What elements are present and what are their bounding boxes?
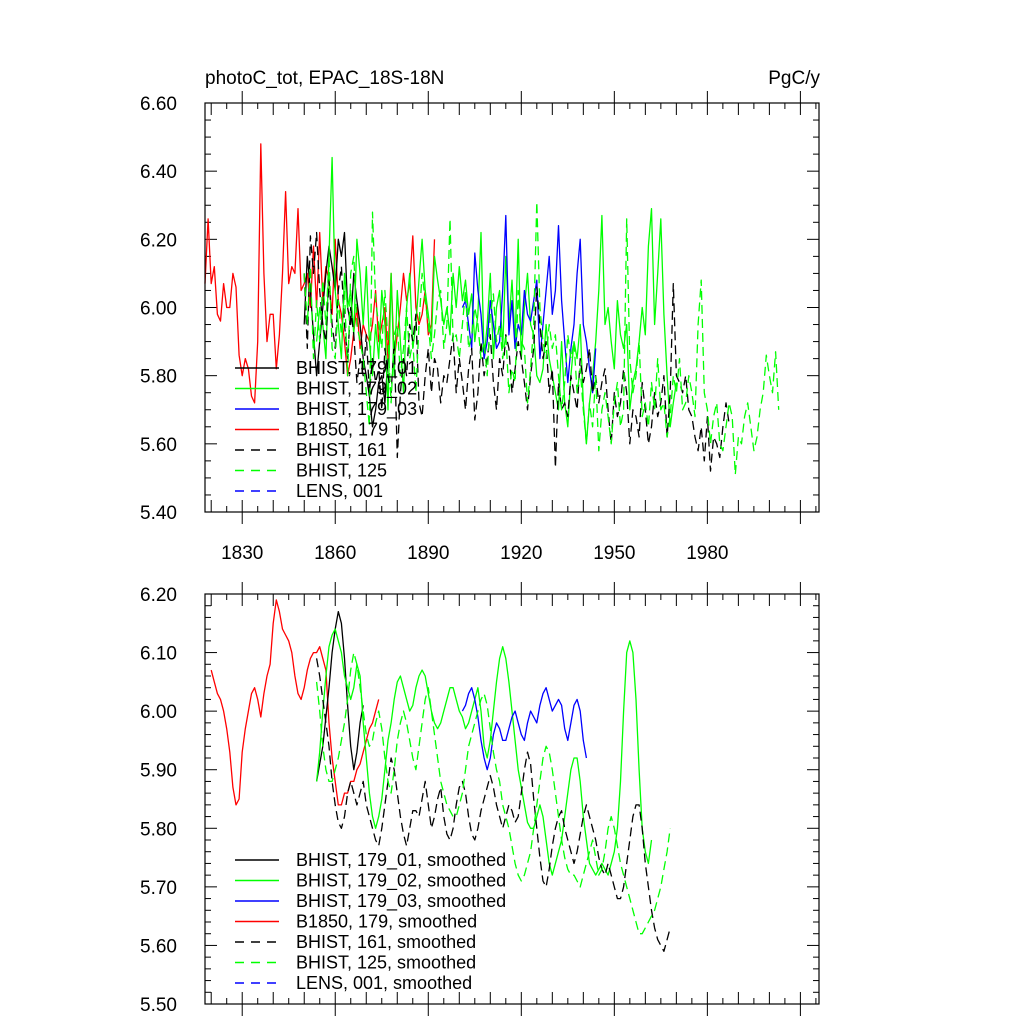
y-tick-label: 5.90 <box>140 761 177 782</box>
legend-label-bhist-179-02: BHIST, 179_02 <box>296 379 417 400</box>
legend-label-bhist-179-03: BHIST, 179_03 <box>296 399 417 420</box>
series-line-bhist-161-smoothed <box>315 658 671 952</box>
x-tick-label: 1860 <box>314 543 356 564</box>
bottom-panel: 5.50 5.60 5.70 5.80 5.90 6.00 6.10 6.20 BHIST, … <box>140 582 820 1016</box>
series-line-bhist-179-03 <box>461 214 597 394</box>
x-tick-label: 1980 <box>686 543 728 564</box>
y-tick-label: 5.60 <box>140 435 177 456</box>
bottom-y-tick-labels: 5.50 5.60 5.70 5.80 5.90 6.00 6.10 6.20 <box>140 585 177 1016</box>
y-tick-label: 6.00 <box>140 702 177 723</box>
y-tick-label: 6.00 <box>140 299 177 320</box>
legend-label-bhist-179-01: BHIST, 179_01 <box>296 358 417 379</box>
legend-label-bhist-179-02-smoothed: BHIST, 179_02, smoothed <box>296 871 506 892</box>
top-series-lines <box>204 143 780 476</box>
series-line-b1850-179 <box>204 143 436 404</box>
top-title-left: photoC_tot, EPAC_18S-18N <box>205 68 444 89</box>
top-panel: photoC_tot, EPAC_18S-18N PgC/y 5.405.605… <box>140 68 820 564</box>
series-line-bhist-179-01-smoothed <box>315 610 364 782</box>
top-y-tick-labels: 5.40 5.60 5.80 6.00 6.20 6.40 6.60 <box>140 94 177 524</box>
series-line-bhist-179-02-smoothed <box>315 628 653 876</box>
bottom-plot-frame <box>204 593 820 1005</box>
series-line-bhist-179-03-smoothed <box>461 687 588 771</box>
legend-label-b1850-179: B1850, 179 <box>296 420 388 440</box>
legend-label-bhist-179-01-smoothed: BHIST, 179_01, smoothed <box>296 850 506 871</box>
legend-label-lens-001-smoothed: LENS, 001, smoothed <box>296 973 472 993</box>
x-tick-label: 1950 <box>593 543 635 564</box>
bottom-series-lines <box>210 599 671 952</box>
y-tick-label: 5.40 <box>140 503 177 524</box>
y-tick-label: 5.70 <box>140 878 177 899</box>
x-tick-label: 1830 <box>221 543 263 564</box>
series-line-bhist-125 <box>303 201 780 476</box>
series-line-bhist-179-01 <box>303 231 389 428</box>
x-tick-label: 1920 <box>500 543 542 564</box>
top-plot-frame <box>204 102 820 513</box>
legend-label-bhist-179-03-smoothed: BHIST, 179_03, smoothed <box>296 891 506 912</box>
y-tick-label: 6.20 <box>140 585 177 606</box>
series-line-b1850-179-smoothed <box>210 599 380 806</box>
legend-label-bhist-161-smoothed: BHIST, 161, smoothed <box>296 932 476 952</box>
y-tick-label: 6.10 <box>140 644 177 665</box>
y-tick-label: 6.20 <box>140 230 177 251</box>
y-tick-label: 6.60 <box>140 94 177 115</box>
y-tick-label: 5.50 <box>140 995 177 1016</box>
series-line-bhist-125-smoothed <box>315 651 671 935</box>
series-line-bhist-161 <box>303 231 730 472</box>
y-tick-label: 5.60 <box>140 936 177 957</box>
series-line-bhist-179-02 <box>315 156 678 445</box>
legend-label-bhist-125-smoothed: BHIST, 125, smoothed <box>296 953 476 973</box>
x-tick-label: 1890 <box>407 543 449 564</box>
top-axis-ticks <box>205 91 819 524</box>
y-tick-label: 5.80 <box>140 367 177 388</box>
legend-label-bhist-161: BHIST, 161 <box>296 440 387 460</box>
y-tick-label: 5.80 <box>140 819 177 840</box>
top-title-right: PgC/y <box>768 68 820 89</box>
top-x-tick-labels: 1830 1860 1890 1920 1950 1980 <box>221 543 728 564</box>
legend-label-b1850-179-smoothed: B1850, 179, smoothed <box>296 912 477 932</box>
y-tick-label: 6.40 <box>140 162 177 183</box>
legend-label-lens-001: LENS, 001 <box>296 481 383 501</box>
legend-label-bhist-125: BHIST, 125 <box>296 461 387 481</box>
